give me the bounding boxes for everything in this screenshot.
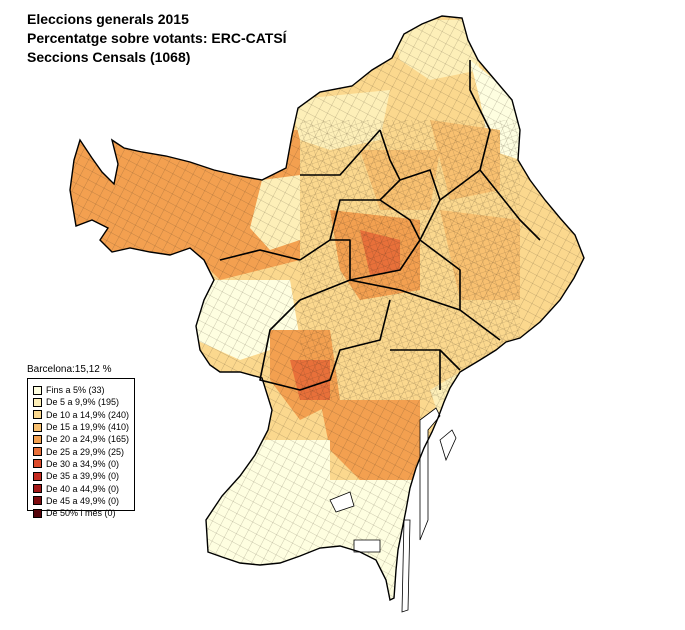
legend-item: De 5 a 9,9% (195) [33,396,134,408]
legend-item: De 20 a 24,9% (165) [33,433,134,445]
legend-swatch [33,422,42,432]
map-title: Eleccions generals 2015 Percentatge sobr… [27,10,287,67]
legend-label: De 45 a 49,9% (0) [46,495,120,506]
city-summary: Barcelona:15,12 % [27,364,112,375]
legend-item: De 40 a 44,9% (0) [33,482,134,494]
legend-item: Fins a 5% (33) [33,384,134,396]
legend-label: De 5 a 9,9% (195) [46,397,120,408]
legend-label: De 40 a 44,9% (0) [46,483,120,494]
legend-item: De 50% i més (0) [33,507,134,519]
legend-label: De 25 a 29,9% (25) [46,446,125,457]
legend-label: Fins a 5% (33) [46,385,105,396]
legend-swatch [33,410,42,420]
legend-label: De 10 a 14,9% (240) [46,409,130,420]
legend-swatch [33,434,42,444]
legend-item: De 35 a 39,9% (0) [33,470,134,482]
legend-label: De 35 a 39,9% (0) [46,471,120,482]
legend-item: De 45 a 49,9% (0) [33,495,134,507]
legend-item: De 30 a 34,9% (0) [33,458,134,470]
legend-swatch [33,484,42,494]
legend-swatch [33,508,42,518]
legend-item: De 10 a 14,9% (240) [33,409,134,421]
legend-swatch [33,471,42,481]
legend-swatch [33,459,42,469]
legend-swatch [33,397,42,407]
legend-swatch [33,447,42,457]
legend-swatch [33,496,42,506]
legend-item: De 15 a 19,9% (410) [33,421,134,433]
map-legend: Fins a 5% (33) De 5 a 9,9% (195) De 10 a… [27,378,135,518]
legend-label: De 50% i més (0) [46,508,116,519]
legend-item: De 25 a 29,9% (25) [33,445,134,457]
legend-label: De 20 a 24,9% (165) [46,434,130,445]
title-line-1: Eleccions generals 2015 [27,11,189,27]
legend-label: De 30 a 34,9% (0) [46,458,120,469]
legend-swatch [33,385,42,395]
title-line-3: Seccions Censals (1068) [27,49,191,65]
legend-label: De 15 a 19,9% (410) [46,422,130,433]
title-line-2: Percentatge sobre votants: ERC-CATSÍ [27,30,287,46]
